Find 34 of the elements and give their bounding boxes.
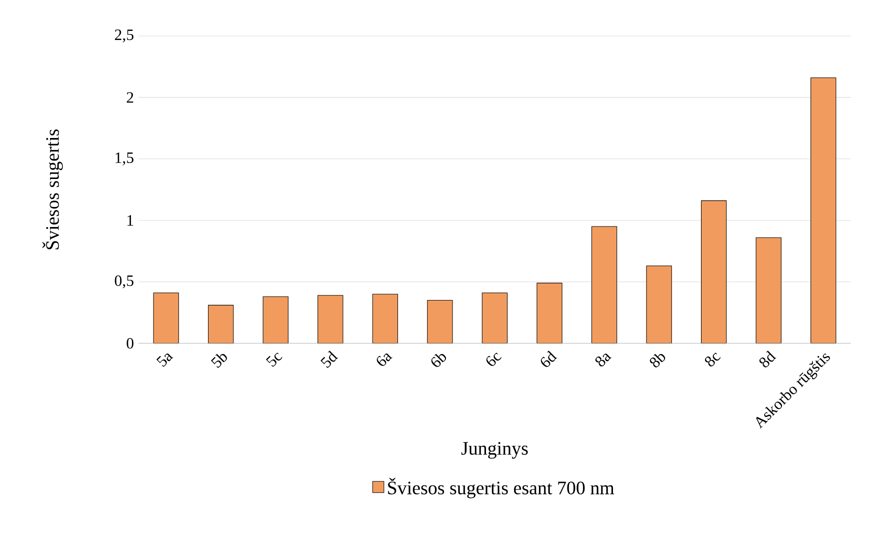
bar bbox=[701, 200, 727, 344]
x-axis-title: Junginys bbox=[461, 442, 528, 459]
x-tick-label: 6d bbox=[540, 350, 558, 368]
y-tick-label: 0,5 bbox=[114, 276, 134, 288]
bar bbox=[153, 292, 179, 344]
bar bbox=[646, 266, 672, 344]
y-tick-label: 2 bbox=[126, 92, 134, 103]
x-tick-label: 6b bbox=[431, 354, 446, 368]
bar bbox=[756, 237, 782, 344]
bar bbox=[262, 296, 288, 344]
bar bbox=[536, 282, 562, 344]
y-tick-label: 2,5 bbox=[114, 30, 134, 43]
bar bbox=[318, 295, 344, 344]
y-tick-label: 1 bbox=[128, 215, 134, 226]
x-tick-label: 6c bbox=[486, 352, 502, 366]
bar bbox=[591, 226, 618, 344]
x-tick-label: 5d bbox=[320, 350, 338, 368]
x-tick-label: 8a bbox=[595, 354, 612, 367]
x-tick-label: 8c bbox=[704, 352, 721, 367]
y-tick-label: 0 bbox=[126, 338, 134, 349]
bar bbox=[208, 305, 234, 344]
x-tick-label: 8d bbox=[759, 350, 776, 368]
bar bbox=[810, 78, 836, 344]
x-tick-label: 5b bbox=[210, 354, 227, 368]
y-tick-label: 1,5 bbox=[116, 152, 134, 166]
x-tick-label: 6a bbox=[376, 354, 392, 366]
x-tick-label: 8b bbox=[650, 354, 666, 368]
bar bbox=[372, 294, 398, 344]
bar bbox=[427, 300, 453, 344]
x-tick-label: 5c bbox=[266, 352, 282, 368]
y-axis-title: Šviesos sugertis bbox=[42, 130, 63, 250]
x-tick-label: 5a bbox=[156, 354, 174, 368]
legend-label: Šviesos sugertis esant 700 nm bbox=[388, 478, 614, 498]
bar bbox=[482, 292, 508, 344]
